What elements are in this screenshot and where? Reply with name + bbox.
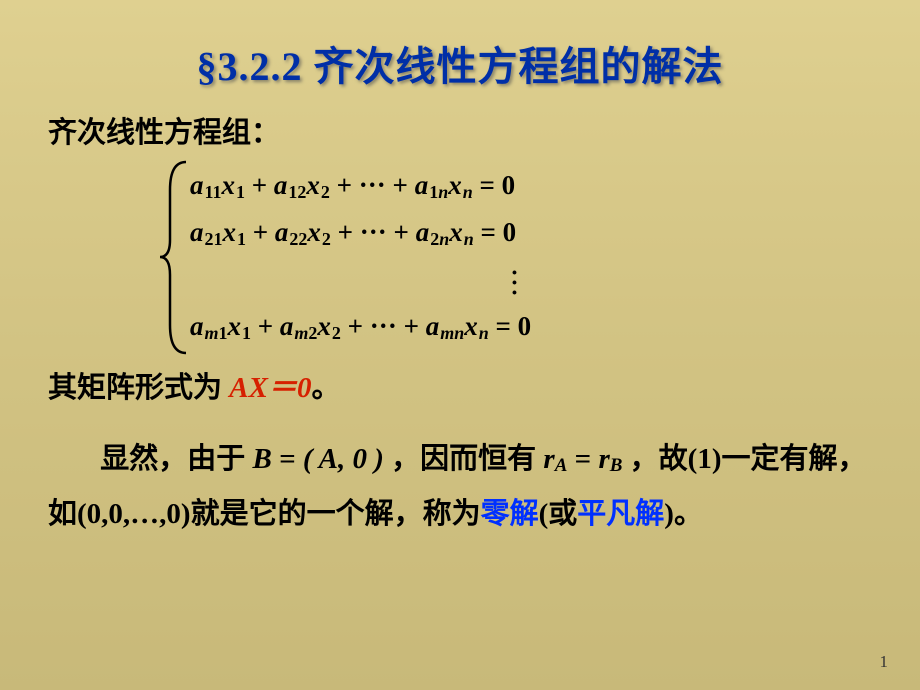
page-number: 1 <box>880 652 889 672</box>
p2-t1: 显然，由于 <box>100 443 252 475</box>
explanation-paragraph: 显然，由于 B = ( A, 0 ) ，因而恒有 rA = rB ，故(1)一定… <box>48 432 872 542</box>
equation-row-1: a11x1 + a12x2 + ··· + a1nxn = 0 <box>190 162 531 209</box>
p2-t5: )。 <box>664 498 703 530</box>
p2-t2: ，因而恒有 <box>384 443 544 475</box>
section-title: §3.2.2 齐次线性方程组的解法 <box>0 0 920 92</box>
equation-row-2: a21x1 + a22x2 + ··· + a2nxn = 0 <box>190 209 531 256</box>
equation-row-m: am1x1 + am2x2 + ··· + amnxn = 0 <box>190 303 531 350</box>
equation-row-dots <box>190 256 531 303</box>
equation-rows: a11x1 + a12x2 + ··· + a1nxn = 0 a21x1 + … <box>190 162 531 350</box>
p2-rA: rA <box>543 443 567 475</box>
p2-rB: rB <box>598 443 622 475</box>
matrix-equation: AX＝0 <box>229 372 311 404</box>
matrix-form-line: 其矩阵形式为 AX＝0。 <box>48 365 872 411</box>
matrix-prefix: 其矩阵形式为 <box>48 372 229 404</box>
equation-system: a11x1 + a12x2 + ··· + a1nxn = 0 a21x1 + … <box>178 160 872 355</box>
p2-t4: (或 <box>539 498 578 530</box>
matrix-suffix: 。 <box>311 372 340 404</box>
vertical-dots-icon: ··· <box>500 269 527 299</box>
p2-eq: = <box>567 443 598 475</box>
p2-term-trivial-solution: 平凡解 <box>577 498 664 530</box>
intro-text: 齐次线性方程组： <box>48 110 872 156</box>
p2-math-B: B = ( A, 0 ) <box>252 443 383 475</box>
p2-term-zero-solution: 零解 <box>481 498 539 530</box>
content-body: 齐次线性方程组： a11x1 + a12x2 + ··· + a1nxn = 0… <box>0 92 920 542</box>
